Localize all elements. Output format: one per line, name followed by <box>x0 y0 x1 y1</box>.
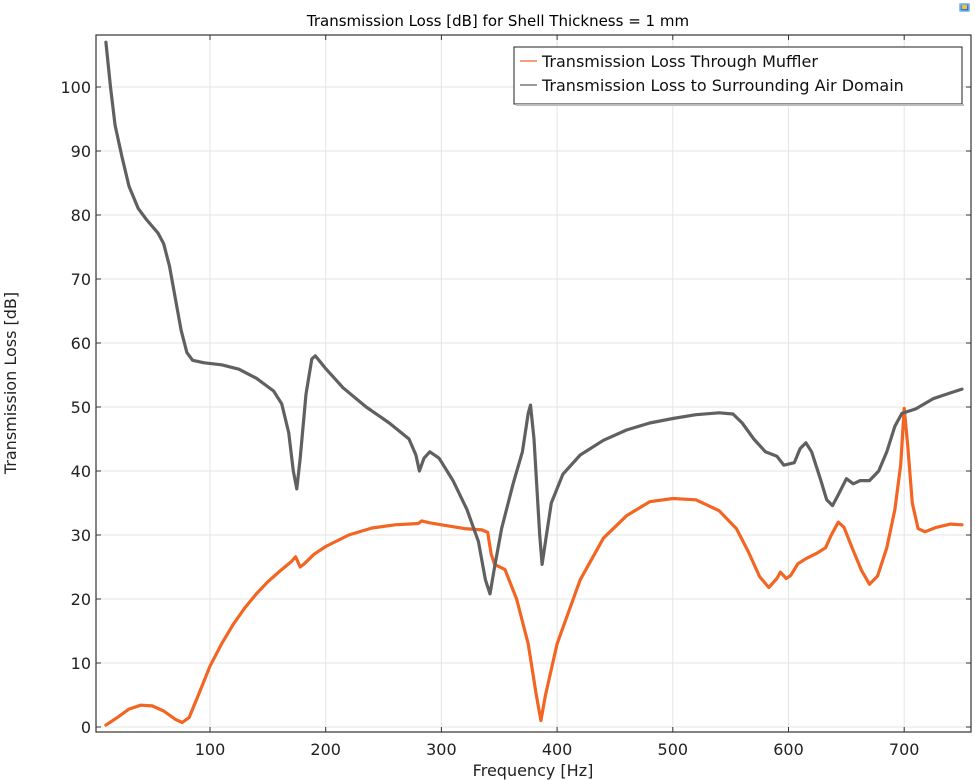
air-domain-loss-line <box>104 40 964 596</box>
x-axis-label: Frequency [Hz] <box>473 761 594 780</box>
x-tick-label: 300 <box>426 740 457 759</box>
x-tick-label: 600 <box>773 740 804 759</box>
x-tick-label: 400 <box>542 740 573 759</box>
y-tick-label: 0 <box>81 718 91 737</box>
y-tick-label: 60 <box>71 334 91 353</box>
legend-label-air-domain: Transmission Loss to Surrounding Air Dom… <box>541 76 904 95</box>
legend: Transmission Loss Through Muffler Transm… <box>513 46 964 106</box>
data-series <box>104 40 964 727</box>
y-tick-label: 50 <box>71 398 91 417</box>
grid-lines <box>96 35 971 732</box>
muffler-loss-line <box>104 406 964 727</box>
y-tick-label: 40 <box>71 462 91 481</box>
plot-frame <box>95 34 972 733</box>
y-tick-label: 90 <box>71 142 91 161</box>
legend-box <box>513 46 963 105</box>
x-tick-label: 500 <box>658 740 689 759</box>
y-tick-label: 20 <box>71 590 91 609</box>
x-tick-label: 700 <box>889 740 920 759</box>
y-tick-label: 100 <box>60 78 91 97</box>
chart-title: Transmission Loss [dB] for Shell Thickne… <box>306 12 689 30</box>
legend-shadow <box>516 104 964 106</box>
legend-label-muffler: Transmission Loss Through Muffler <box>541 52 818 71</box>
window-restore-icon[interactable] <box>959 3 970 12</box>
x-tick-label: 100 <box>195 740 226 759</box>
x-tick-label: 200 <box>310 740 341 759</box>
y-tick-label: 80 <box>71 206 91 225</box>
y-axis-label: Transmission Loss [dB] <box>1 292 20 475</box>
axis-ticks: 100 200 300 400 500 600 700 0 10 20 30 40 50 60 70 80 90… <box>60 35 971 759</box>
y-tick-label: 30 <box>71 526 91 545</box>
y-tick-label: 10 <box>71 654 91 673</box>
y-tick-label: 70 <box>71 270 91 289</box>
